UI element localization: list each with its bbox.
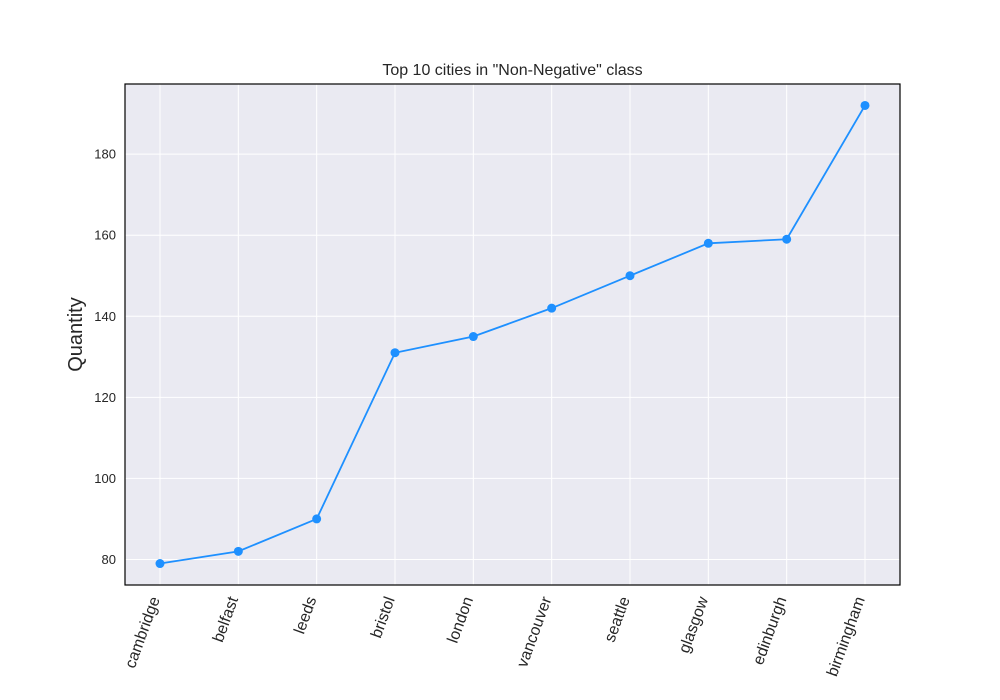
y-tick-label: 120 [94, 390, 116, 405]
x-tick-label: vancouver [514, 594, 555, 670]
y-tick-label: 100 [94, 471, 116, 486]
x-tick-label: cambridge [122, 594, 164, 670]
x-tick-label: belfast [210, 594, 242, 645]
data-point [782, 234, 792, 244]
x-tick-label: glasgow [676, 594, 712, 655]
x-axis-ticks: cambridge belfast leeds bristol london vancou… [122, 594, 869, 679]
y-tick-label: 140 [94, 309, 116, 324]
data-point [390, 348, 400, 358]
data-point [155, 559, 165, 569]
x-tick-label: seattle [602, 594, 634, 644]
series-line [159, 105, 866, 565]
x-tick-label: leeds [291, 595, 320, 637]
x-tick-label: bristol [368, 595, 399, 641]
data-point [468, 332, 478, 342]
data-point [233, 546, 243, 556]
data-point [625, 271, 635, 281]
data-point [860, 100, 870, 110]
data-point [312, 514, 322, 524]
x-tick-label: london [445, 595, 477, 646]
grid-lines [125, 84, 900, 585]
y-axis-ticks: 80 100 120 140 160 180 [94, 147, 116, 567]
y-tick-label: 80 [102, 552, 116, 567]
chart-title: Top 10 cities in "Non-Negative" class [382, 62, 642, 79]
y-axis-label: Quantity [65, 297, 87, 371]
x-tick-label: birmingham [824, 595, 869, 679]
x-tick-label: edinburgh [750, 595, 790, 668]
data-point [703, 238, 713, 248]
data-points [155, 100, 870, 569]
y-tick-label: 160 [94, 228, 116, 243]
plot-area [125, 84, 900, 585]
data-point [547, 303, 557, 313]
plot-frame [124, 83, 901, 586]
y-tick-label: 180 [94, 147, 116, 162]
